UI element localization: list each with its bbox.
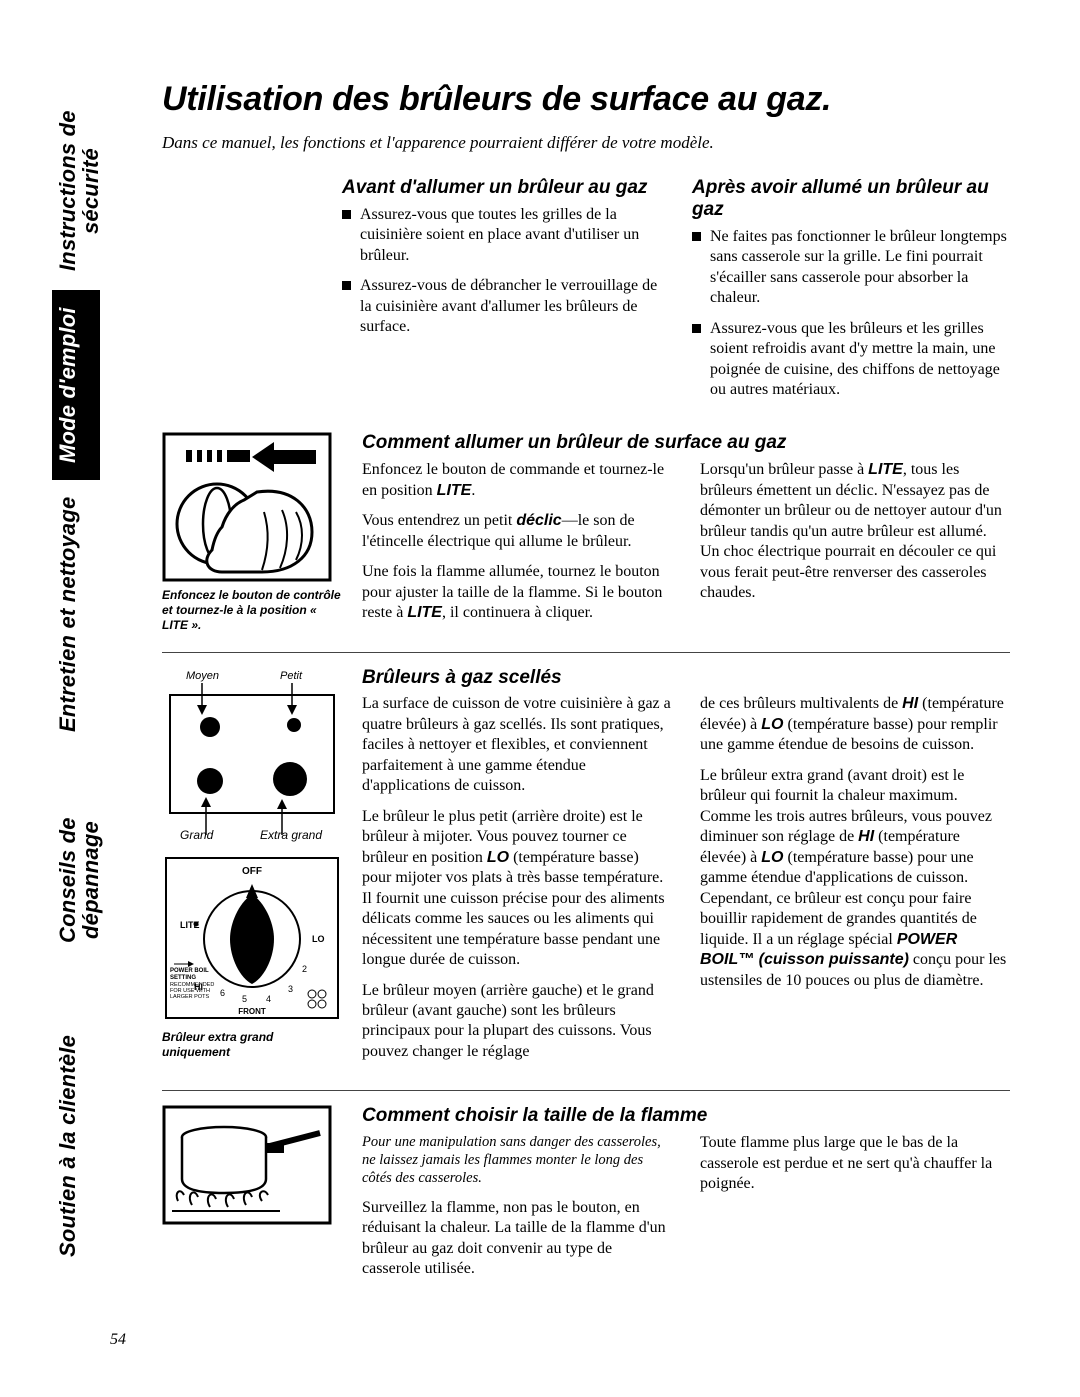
after-list: Ne faites pas fonctionner le brûleur lon… [692,227,1010,401]
howlight-caption: Enfoncez le bouton de contrôle et tourne… [162,588,342,633]
svg-text:Grand: Grand [180,828,214,842]
after-item: Assurez-vous que les brûleurs et les gri… [692,319,1010,401]
howlight-p: Enfoncez le bouton de commande et tourne… [362,460,672,501]
svg-text:4: 4 [266,994,271,1004]
knob-dial-icon: OFF LITE LO HI 2 3 4 5 6 POWER BOIL [162,854,342,1024]
tab-support[interactable]: Soutien à la clientèle [52,1017,100,1275]
svg-text:SETTING: SETTING [170,975,196,981]
after-item: Ne faites pas fonctionner le brûleur lon… [692,227,1010,309]
howlight-heading: Comment allumer un brûleur de surface au… [362,432,1010,454]
svg-text:6: 6 [220,988,225,998]
sealed-p: Le brûleur extra grand (avant droit) est… [700,766,1010,991]
flame-p: Toute flamme plus large que le bas de la… [700,1133,1010,1194]
svg-text:Extra grand: Extra grand [260,828,322,842]
howlight-p: Vous entendrez un petit déclic—le son de… [362,511,672,552]
side-tabs: Instructions de sécurité Mode d'emploi E… [52,96,100,1336]
after-heading: Après avoir allumé un brûleur au gaz [692,177,1010,221]
svg-text:LO: LO [312,934,325,944]
flame-heading: Comment choisir la taille de la flamme [362,1105,1010,1127]
tab-troubleshoot[interactable]: Conseils de dépannage [52,748,100,1013]
flame-p: Surveillez la flamme, non pas le bouton,… [362,1198,672,1280]
before-list: Assurez-vous que toutes les grilles de l… [342,205,660,338]
page-title: Utilisation des brûleurs de surface au g… [162,80,1010,119]
svg-text:FRONT: FRONT [238,1007,266,1016]
before-item: Assurez-vous que toutes les grilles de l… [342,205,660,266]
svg-text:2: 2 [302,964,307,974]
section-flame: Comment choisir la taille de la flamme P… [162,1105,1010,1289]
tab-cleaning[interactable]: Entretien et nettoyage [52,484,100,744]
svg-text:Petit: Petit [280,670,303,682]
svg-text:3: 3 [288,984,293,994]
svg-text:Moyen: Moyen [186,670,219,682]
subtitle: Dans ce manuel, les fonctions et l'appar… [162,133,1010,153]
sealed-caption: Brûleur extra grand uniquement [162,1030,342,1060]
tab-safety[interactable]: Instructions de sécurité [52,96,100,286]
before-heading: Avant d'allumer un brûleur au gaz [342,177,660,199]
svg-text:OFF: OFF [242,866,262,877]
sealed-p: de ces brûleurs multivalents de HI (temp… [700,694,1010,755]
svg-text:LARGER POTS: LARGER POTS [170,994,209,1000]
pot-flame-icon [162,1105,332,1225]
sealed-p: Le brûleur moyen (arrière gauche) et le … [362,981,672,1063]
howlight-p: Lorsqu'un brûleur passe à LITE, tous les… [700,460,1010,603]
tab-usage[interactable]: Mode d'emploi [52,290,100,480]
hand-knob-icon [162,432,332,582]
page-number: 54 [110,1331,126,1349]
sealed-p: La surface de cuisson de votre cuisinièr… [362,694,672,796]
sealed-heading: Brûleurs à gaz scellés [362,667,1010,689]
howlight-p: Une fois la flamme allumée, tournez le b… [362,562,672,623]
section-sealed: Moyen Petit Grand Extra gra [162,667,1010,1073]
burner-layout-icon: Moyen Petit Grand Extra gra [162,667,342,842]
before-item: Assurez-vous de débrancher le verrouilla… [342,276,660,337]
flame-tip: Pour une manipulation sans danger des ca… [362,1133,672,1187]
svg-text:LITE: LITE [180,920,200,930]
svg-text:POWER BOIL: POWER BOIL [170,968,209,974]
sealed-p: Le brûleur le plus petit (arrière droite… [362,807,672,971]
svg-text:5: 5 [242,994,247,1004]
section-howlight: Enfoncez le bouton de contrôle et tourne… [162,432,1010,633]
